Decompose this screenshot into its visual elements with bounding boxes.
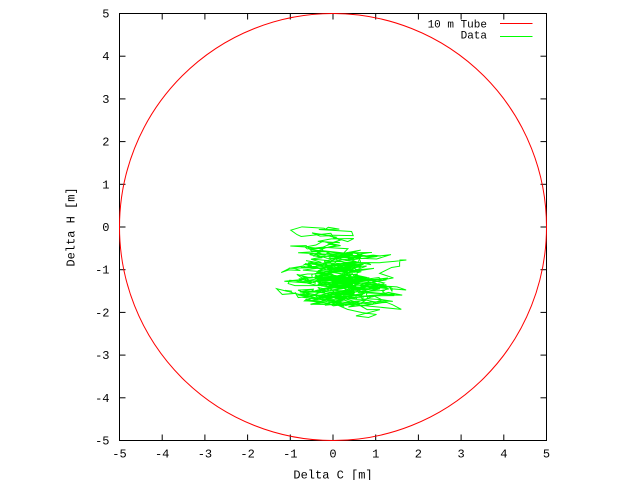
svg-text:4: 4 xyxy=(102,50,109,64)
svg-text:0: 0 xyxy=(102,221,109,235)
svg-text:10 m Tube: 10 m Tube xyxy=(428,20,487,32)
svg-text:2: 2 xyxy=(415,448,422,462)
svg-text:2: 2 xyxy=(102,136,109,150)
svg-text:-2: -2 xyxy=(95,306,109,320)
svg-text:4: 4 xyxy=(500,448,507,462)
svg-text:-4: -4 xyxy=(95,392,109,406)
svg-text:-4: -4 xyxy=(155,448,169,462)
svg-text:3: 3 xyxy=(102,93,109,107)
svg-text:-5: -5 xyxy=(95,435,109,449)
svg-text:5: 5 xyxy=(543,448,550,462)
svg-text:1: 1 xyxy=(372,448,379,462)
svg-text:3: 3 xyxy=(457,448,464,462)
svg-text:Data: Data xyxy=(461,31,488,43)
svg-text:-2: -2 xyxy=(240,448,254,462)
svg-text:Delta C [m]: Delta C [m] xyxy=(293,469,372,480)
svg-text:Delta H [m]: Delta H [m] xyxy=(65,187,79,266)
svg-text:-3: -3 xyxy=(95,349,109,363)
svg-text:-5: -5 xyxy=(112,448,126,462)
svg-text:-1: -1 xyxy=(283,448,297,462)
svg-text:-1: -1 xyxy=(95,264,109,278)
svg-text:0: 0 xyxy=(329,448,336,462)
svg-text:-3: -3 xyxy=(198,448,212,462)
svg-text:5: 5 xyxy=(102,8,109,22)
svg-text:1: 1 xyxy=(102,178,109,192)
